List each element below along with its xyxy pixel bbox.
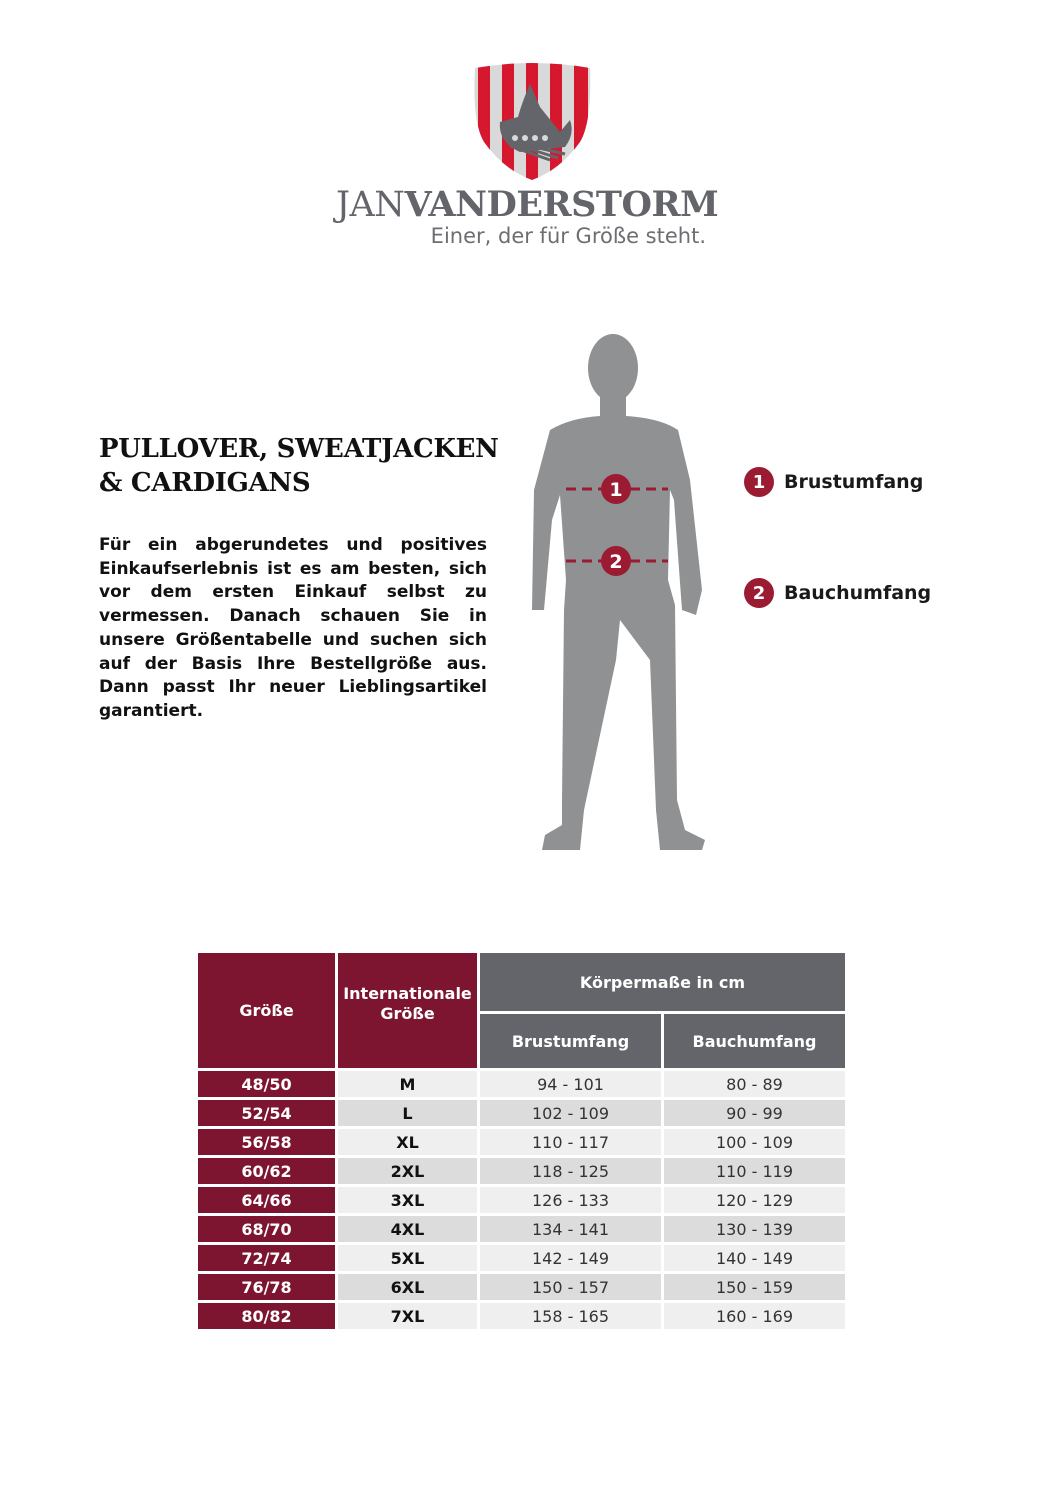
belly-cell: 80 - 89: [664, 1071, 845, 1097]
legend-item-chest: 1 Brustumfang: [744, 467, 923, 497]
header-body-measurements: Körpermaße in cm: [480, 953, 845, 1011]
title-line-2: & CARDIGANS: [99, 468, 311, 498]
legend-number-2: 2: [744, 578, 774, 608]
size-cell: 60/62: [198, 1158, 335, 1184]
chest-cell: 94 - 101: [480, 1071, 661, 1097]
brand-logo-shield: [474, 63, 591, 180]
intl-size-cell: M: [338, 1071, 477, 1097]
belly-cell: 100 - 109: [664, 1129, 845, 1155]
marker-2: [601, 546, 631, 576]
chest-cell: 150 - 157: [480, 1274, 661, 1300]
header-size: Größe: [198, 953, 335, 1068]
size-cell: 56/58: [198, 1129, 335, 1155]
chest-cell: 158 - 165: [480, 1303, 661, 1329]
size-cell: 64/66: [198, 1187, 335, 1213]
marker-2-label: 2: [609, 551, 622, 573]
brand-name: JANVANDERSTORM: [336, 184, 719, 225]
belly-cell: 90 - 99: [664, 1100, 845, 1126]
title-line-1: PULLOVER, SWEATJACKEN: [99, 434, 499, 464]
legend-number-1: 1: [744, 467, 774, 497]
belly-cell: 110 - 119: [664, 1158, 845, 1184]
header-belly: Bauchumfang: [664, 1014, 845, 1068]
chest-cell: 142 - 149: [480, 1245, 661, 1271]
belly-cell: 120 - 129: [664, 1187, 845, 1213]
legend-item-belly: 2 Bauchumfang: [744, 578, 931, 608]
size-cell: 76/78: [198, 1274, 335, 1300]
intl-size-cell: L: [338, 1100, 477, 1126]
brand-name-bold: VANDERSTORM: [404, 184, 719, 225]
size-cell: 48/50: [198, 1071, 335, 1097]
brand-tagline: Einer, der für Größe steht.: [430, 224, 706, 248]
chest-cell: 118 - 125: [480, 1158, 661, 1184]
chest-cell: 110 - 117: [480, 1129, 661, 1155]
body-silhouette-figure: 1 2: [532, 334, 705, 850]
size-cell: 52/54: [198, 1100, 335, 1126]
size-cell: 68/70: [198, 1216, 335, 1242]
size-cell: 80/82: [198, 1303, 335, 1329]
legend-label-1: Brustumfang: [784, 471, 924, 493]
marker-1: [601, 474, 631, 504]
intl-size-cell: XL: [338, 1129, 477, 1155]
header-chest: Brustumfang: [480, 1014, 661, 1068]
intl-size-cell: 4XL: [338, 1216, 477, 1242]
belly-cell: 130 - 139: [664, 1216, 845, 1242]
intl-size-cell: 5XL: [338, 1245, 477, 1271]
belly-cell: 150 - 159: [664, 1274, 845, 1300]
page-title: PULLOVER, SWEATJACKEN & CARDIGANS: [99, 432, 509, 500]
brand-name-light: JAN: [336, 185, 405, 225]
intl-size-cell: 7XL: [338, 1303, 477, 1329]
chest-cell: 134 - 141: [480, 1216, 661, 1242]
intl-size-cell: 3XL: [338, 1187, 477, 1213]
belly-cell: 160 - 169: [664, 1303, 845, 1329]
intl-size-cell: 6XL: [338, 1274, 477, 1300]
belly-cell: 140 - 149: [664, 1245, 845, 1271]
size-cell: 72/74: [198, 1245, 335, 1271]
intro-text: Für ein abgerundetes und positives Einka…: [99, 535, 487, 721]
header-international-size: Internationale Größe: [338, 953, 477, 1068]
intl-size-cell: 2XL: [338, 1158, 477, 1184]
chest-cell: 102 - 109: [480, 1100, 661, 1126]
chest-cell: 126 - 133: [480, 1187, 661, 1213]
marker-1-label: 1: [609, 479, 622, 501]
legend-label-2: Bauchumfang: [784, 582, 932, 604]
